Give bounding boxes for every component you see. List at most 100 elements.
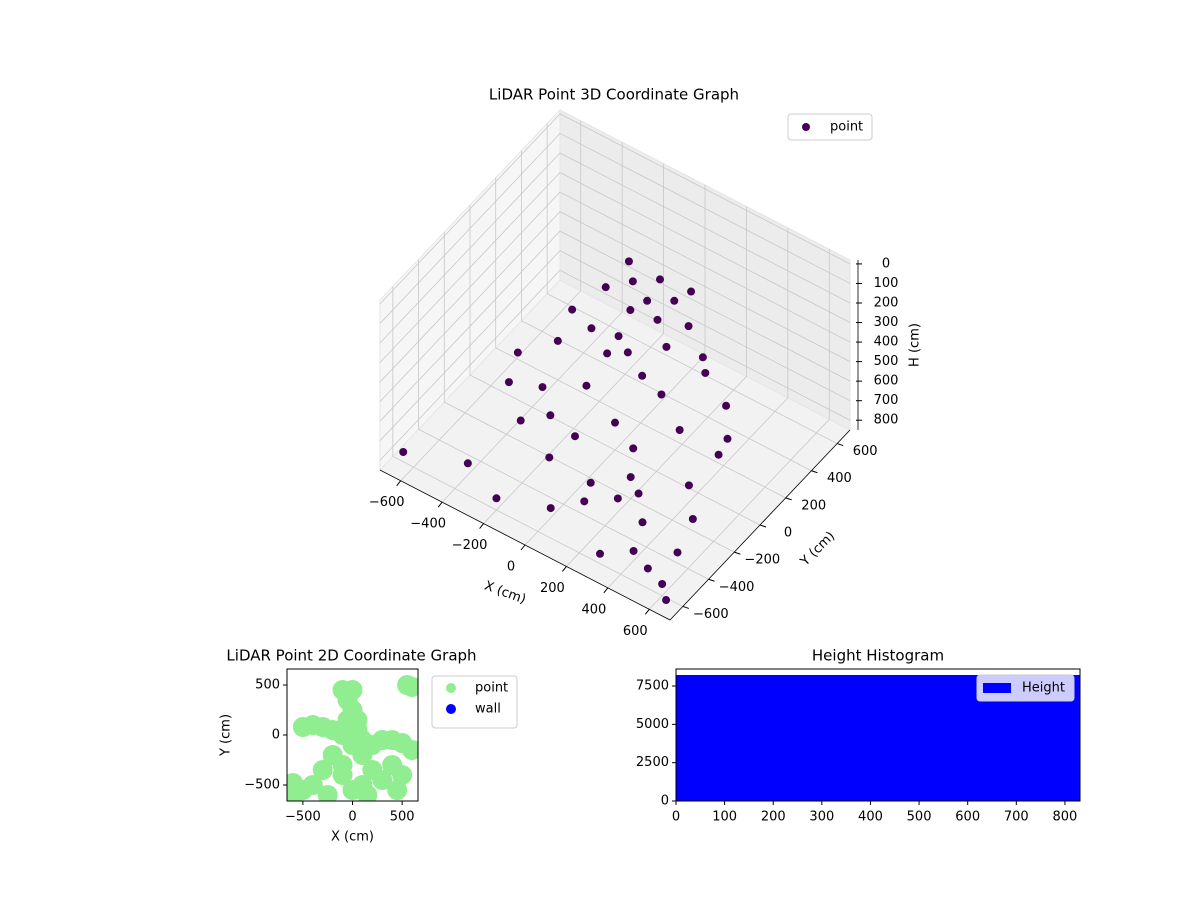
z-tick-label: 100 — [874, 276, 899, 291]
x-tick-label: 0 — [507, 560, 515, 575]
grid-line — [379, 113, 851, 305]
axes-frame — [675, 668, 1081, 802]
x-tick — [520, 544, 526, 551]
point — [463, 459, 472, 468]
point — [684, 322, 693, 331]
point — [643, 564, 652, 573]
grid-line — [379, 269, 851, 461]
y-tick — [708, 578, 715, 582]
y-tick — [759, 524, 767, 528]
grid-line — [400, 120, 582, 481]
x-tick-label: 100 — [712, 810, 737, 825]
grid-line — [607, 227, 789, 589]
point — [545, 453, 554, 462]
point — [317, 785, 338, 801]
z-tick-label: 0 — [882, 256, 890, 271]
point — [553, 336, 562, 345]
point — [629, 546, 638, 555]
point — [662, 342, 671, 351]
grid-line — [379, 230, 851, 422]
plot-area — [287, 675, 418, 801]
legend-box — [787, 113, 873, 141]
point — [653, 315, 662, 324]
y-tick-label: −500 — [244, 778, 280, 793]
y-axis — [669, 429, 851, 621]
legend-label: point — [475, 681, 508, 696]
point — [504, 378, 513, 387]
point — [701, 368, 710, 377]
grid-line — [469, 205, 761, 526]
point — [656, 275, 664, 284]
grid-line — [521, 150, 812, 472]
x-tick-label: −600 — [369, 495, 405, 510]
point — [698, 353, 707, 362]
point — [546, 504, 555, 513]
x-tick-label: 600 — [955, 810, 980, 825]
x-tick-label: 500 — [907, 810, 932, 825]
x-tick-label: 300 — [809, 810, 834, 825]
point — [586, 478, 595, 487]
x-tick-label: 800 — [1053, 810, 1078, 825]
x-axis-label: X (cm) — [482, 579, 528, 608]
grid-line — [441, 142, 623, 503]
z-tick-label: 700 — [874, 393, 899, 408]
grid-line — [392, 286, 684, 607]
x-tick-label: 200 — [761, 810, 786, 825]
point — [638, 371, 647, 380]
point — [292, 717, 313, 737]
y-tick — [811, 470, 818, 474]
z-tick-label: 600 — [874, 374, 899, 389]
x-tick-label: −500 — [285, 810, 321, 825]
point — [611, 418, 619, 427]
x-tick — [562, 566, 567, 572]
z-tick-label: 800 — [874, 413, 899, 428]
point — [402, 677, 418, 697]
point — [596, 549, 604, 558]
point — [392, 765, 413, 785]
y-axis-label: Y (cm) — [797, 529, 838, 570]
grid-line — [546, 123, 838, 444]
grid-line — [443, 232, 735, 553]
point — [337, 710, 358, 730]
y-tick — [682, 605, 690, 609]
x-tick — [603, 587, 609, 594]
x-tick-label: 700 — [1004, 810, 1029, 825]
legend-marker — [446, 704, 456, 714]
x-axis — [379, 469, 671, 621]
point — [402, 740, 418, 760]
z-tick-label: 300 — [874, 315, 899, 330]
legend-marker — [802, 123, 810, 131]
point — [603, 349, 612, 358]
point — [580, 497, 589, 506]
point — [629, 444, 638, 453]
point — [332, 755, 353, 775]
y-tick-label: −200 — [744, 553, 780, 568]
point — [516, 416, 525, 425]
x-axis-label: X (cm) — [331, 830, 374, 845]
point — [634, 489, 643, 498]
point — [399, 448, 408, 457]
point — [643, 296, 652, 305]
y-tick — [734, 551, 741, 555]
point — [626, 306, 635, 315]
legend-marker — [446, 683, 456, 693]
x-tick-label: 0 — [672, 810, 680, 825]
grid-line — [379, 250, 851, 441]
point — [687, 287, 696, 296]
grid-line — [379, 172, 851, 363]
z-tick-label: 200 — [874, 295, 899, 310]
y-tick-label: −400 — [719, 580, 755, 595]
y-tick-label: 0 — [661, 794, 669, 809]
grid-line — [566, 206, 747, 567]
z-tick-label: 500 — [874, 354, 899, 369]
x-tick — [437, 501, 443, 508]
grid-line — [483, 163, 664, 524]
point — [587, 324, 596, 333]
y-tick — [836, 443, 844, 447]
point — [723, 434, 732, 443]
y-tick-label: 400 — [827, 471, 852, 486]
z-tick-label: 400 — [874, 335, 899, 350]
grid-line — [648, 249, 830, 610]
x-tick — [396, 480, 402, 487]
